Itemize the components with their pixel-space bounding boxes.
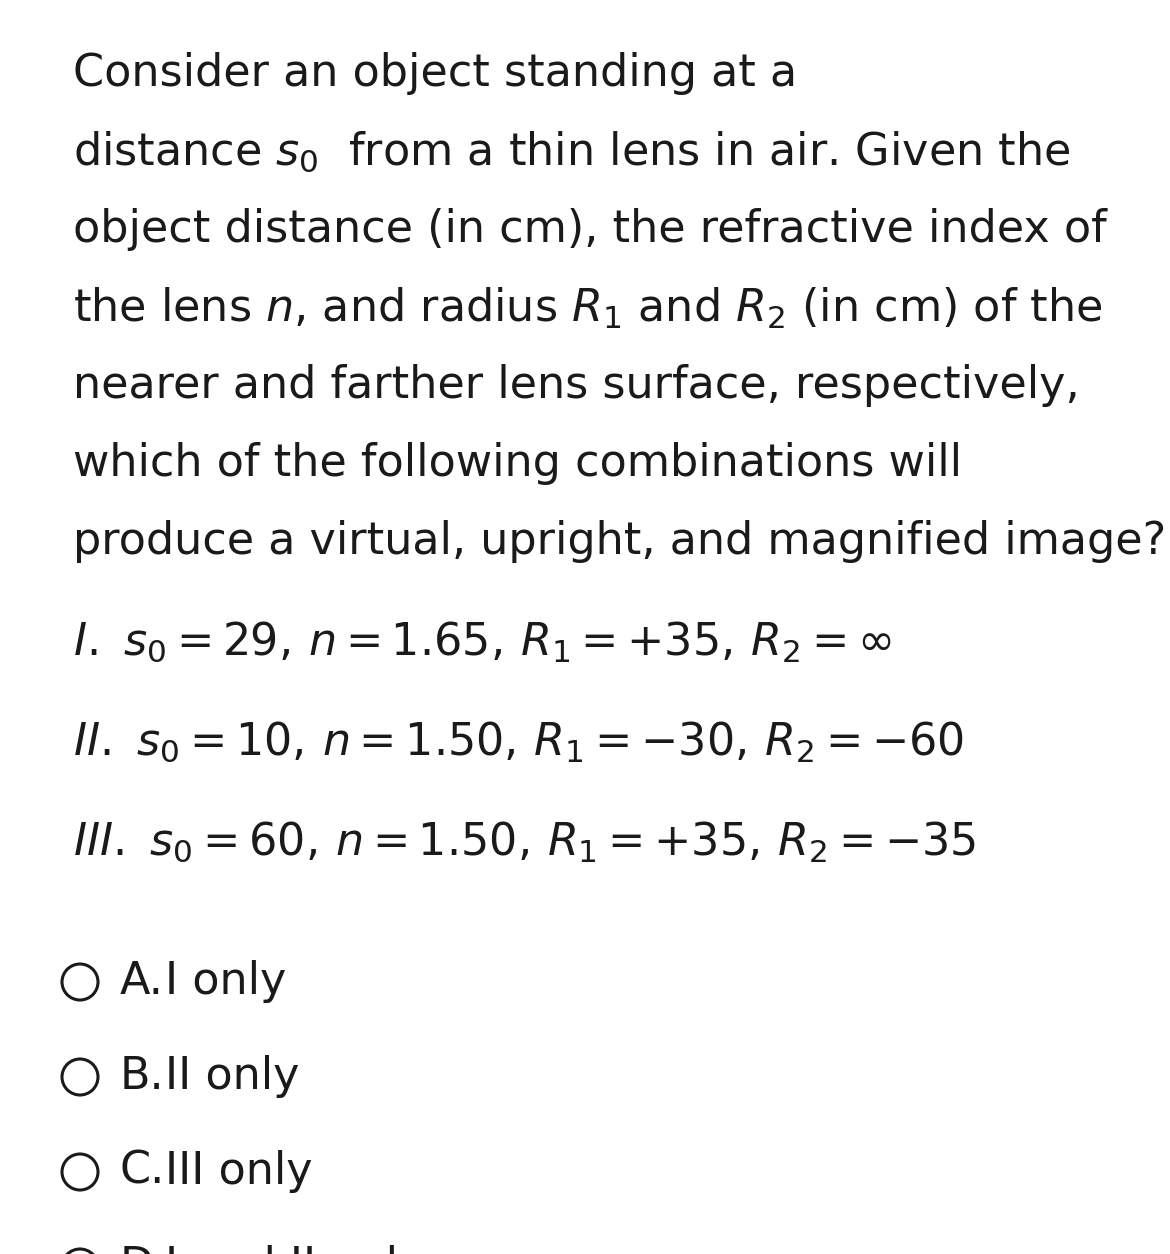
Text: B.: B.: [121, 1055, 165, 1099]
Text: distance $s_0$  from a thin lens in air. Given the: distance $s_0$ from a thin lens in air. …: [73, 130, 1071, 174]
Text: produce a virtual, upright, and magnified image?: produce a virtual, upright, and magnifie…: [73, 520, 1166, 563]
Text: $\mathit{II.}\ $$s_0 = 10,\, n = 1.50,\, R_1 = {-30},\, R_2 = {-60}$: $\mathit{II.}\ $$s_0 = 10,\, n = 1.50,\,…: [73, 720, 964, 765]
Text: the lens $n$, and radius $R_1$ and $R_2$ (in cm) of the: the lens $n$, and radius $R_1$ and $R_2$…: [73, 286, 1102, 331]
Text: D.: D.: [121, 1245, 168, 1254]
Text: III only: III only: [165, 1150, 312, 1193]
Text: $\mathit{III.}\ $$s_0 = 60,\, n = 1.50,\, R_1 = {+35},\, R_2 = {-35}$: $\mathit{III.}\ $$s_0 = 60,\, n = 1.50,\…: [73, 820, 976, 864]
Text: A.: A.: [121, 961, 164, 1003]
Text: C.: C.: [121, 1150, 165, 1193]
Text: which of the following combinations will: which of the following combinations will: [73, 441, 962, 485]
Text: object distance (in cm), the refractive index of: object distance (in cm), the refractive …: [73, 208, 1107, 251]
Text: I and II only: I and II only: [165, 1245, 425, 1254]
Text: nearer and farther lens surface, respectively,: nearer and farther lens surface, respect…: [73, 364, 1080, 408]
Text: $\mathit{I.}\ $$s_0 = 29,\, n = 1.65,\, R_1 = {+35},\, R_2 = \infty$: $\mathit{I.}\ $$s_0 = 29,\, n = 1.65,\, …: [73, 619, 892, 665]
Text: Consider an object standing at a: Consider an object standing at a: [73, 51, 797, 95]
Text: I only: I only: [165, 961, 287, 1003]
Text: II only: II only: [165, 1055, 300, 1099]
